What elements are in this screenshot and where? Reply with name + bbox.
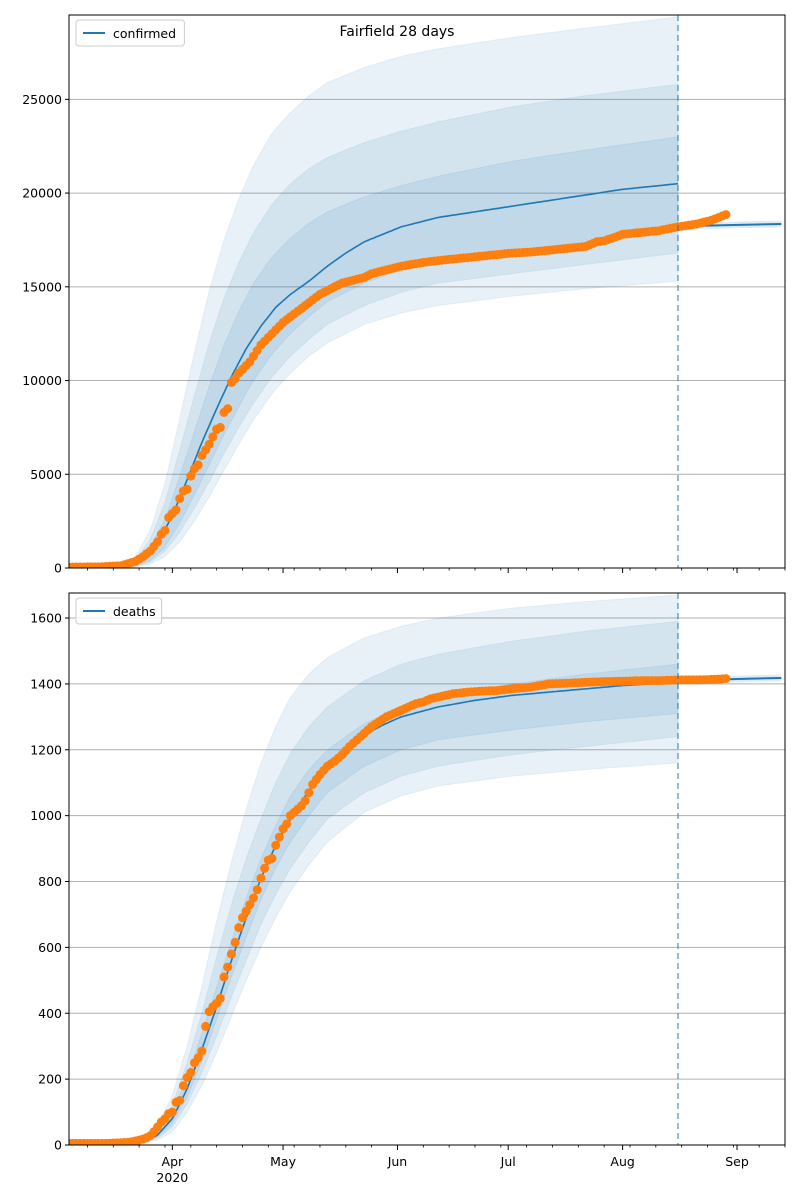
observed-point [721, 210, 731, 220]
y-tick-label: 400 [38, 1006, 62, 1021]
observed-point [175, 494, 185, 504]
y-tick-label: 1600 [30, 611, 62, 626]
chart-title: Fairfield 28 days [340, 24, 455, 40]
y-tick-label: 25000 [22, 92, 62, 107]
observed-point [260, 863, 270, 873]
x-tick-label: May [270, 1154, 296, 1169]
axes-frame [68, 14, 786, 569]
legend-label: deaths [113, 604, 156, 619]
observed-point [153, 537, 163, 547]
observed-point [252, 885, 262, 895]
observed-point [182, 484, 192, 494]
legend: deaths [75, 597, 163, 625]
confirmed-panel: 0 5000 10000 15000 20000 25000 confirmed [22, 14, 786, 576]
x-tick-label: Jun [387, 1154, 408, 1169]
legend-box [75, 597, 163, 625]
y-tick-label: 15000 [22, 279, 62, 294]
observed-point [282, 819, 292, 829]
observed-point [175, 1096, 185, 1105]
observed-point [223, 962, 233, 972]
x-tick-label: Apr [162, 1154, 184, 1169]
observed-point [721, 674, 731, 684]
y-tick-label: 20000 [22, 186, 62, 201]
observed-point [300, 796, 310, 806]
observed-point [230, 937, 240, 947]
observed-point [178, 1081, 188, 1091]
plot-area [69, 16, 785, 568]
observed-point [223, 404, 233, 414]
observed-point [234, 923, 244, 933]
y-tick-label: 10000 [22, 373, 62, 388]
legend: confirmed [75, 19, 185, 47]
observed-point [171, 505, 181, 515]
observed-point [274, 832, 284, 842]
observed-point [167, 1107, 177, 1117]
observed-point [267, 854, 277, 863]
observed-point [160, 526, 170, 535]
y-tick-label: 0 [54, 561, 62, 576]
legend-label: confirmed [113, 26, 176, 41]
legend-box [75, 19, 185, 47]
y-tick-label: 1200 [30, 742, 62, 757]
observed-point [193, 1053, 203, 1063]
observed-point [256, 873, 266, 883]
y-tick-label: 1000 [30, 808, 62, 823]
x-year-label: 2020 [156, 1170, 188, 1185]
observed-point [219, 972, 229, 982]
observed-point [226, 949, 236, 959]
y-tick-label: 800 [38, 874, 62, 889]
y-tick-label: 5000 [30, 467, 62, 482]
observed-point [245, 900, 255, 910]
observed-point [215, 993, 225, 1003]
observed-point [186, 1068, 196, 1077]
y-tick-label: 0 [54, 1138, 62, 1153]
x-tick-label: Aug [610, 1154, 634, 1169]
observed-point [186, 471, 196, 481]
observed-point [197, 1046, 207, 1056]
observed-point [304, 788, 314, 798]
observed-point [215, 422, 225, 432]
x-tick-label: Sep [725, 1154, 749, 1169]
observed-point [249, 893, 258, 903]
observed-point [201, 1021, 211, 1031]
observed-point [241, 906, 251, 916]
y-tick-label: 200 [38, 1072, 62, 1087]
observed-point [204, 439, 214, 449]
observed-point [193, 460, 203, 470]
y-tick-label: 600 [38, 940, 62, 955]
observed-point [271, 840, 281, 850]
y-tick-label: 1400 [30, 676, 62, 691]
x-tick-label: Jul [500, 1154, 516, 1169]
observed-point [208, 432, 218, 442]
axes-frame [68, 592, 786, 1146]
